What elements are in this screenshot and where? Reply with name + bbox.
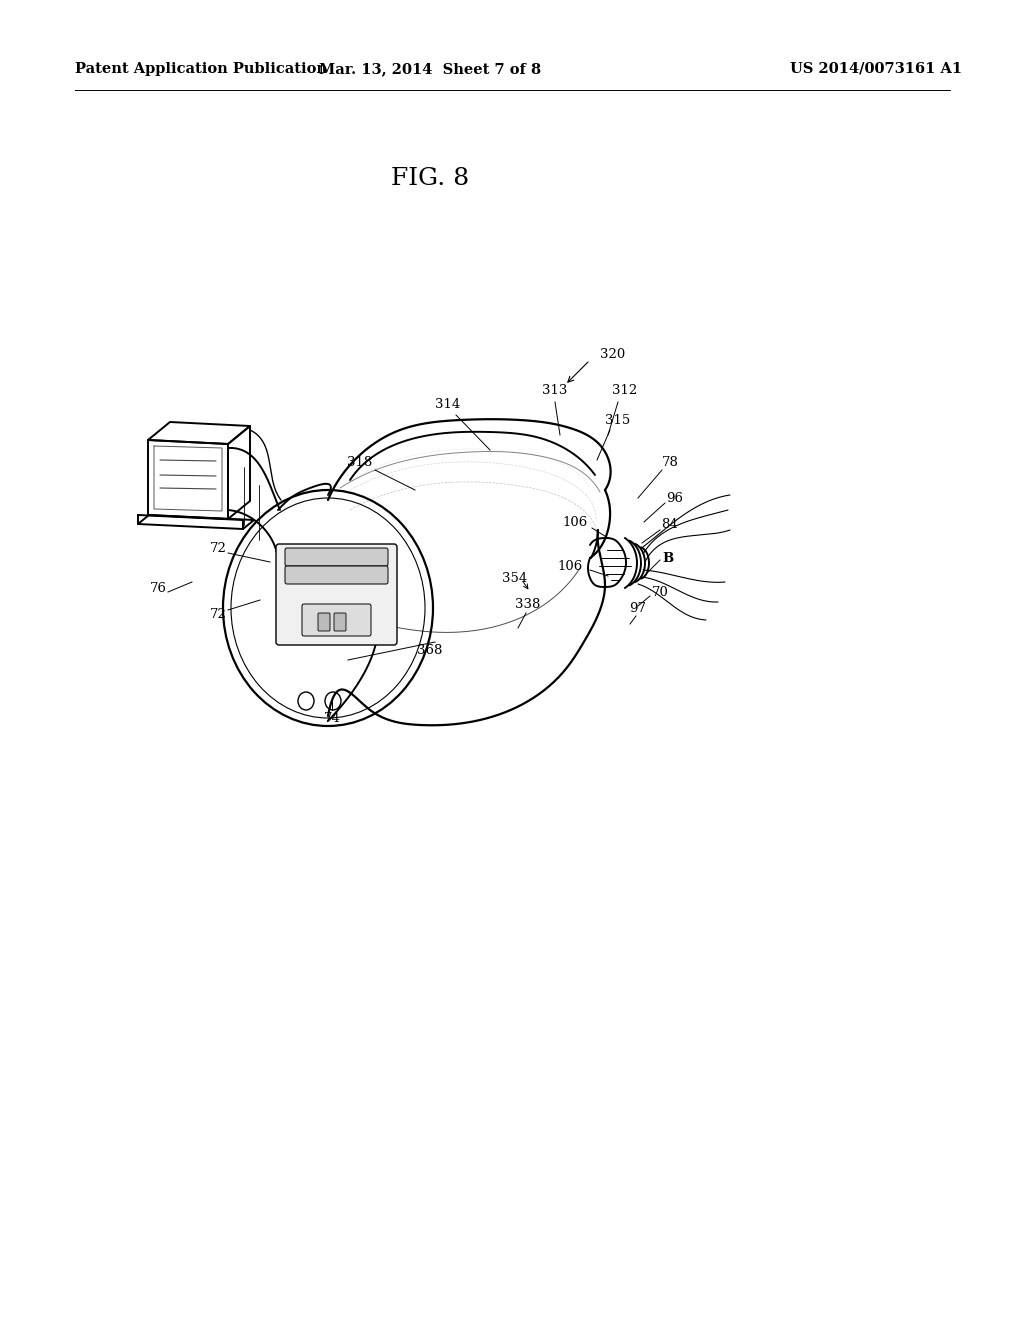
FancyBboxPatch shape bbox=[276, 544, 397, 645]
FancyBboxPatch shape bbox=[318, 612, 330, 631]
FancyBboxPatch shape bbox=[334, 612, 346, 631]
Text: 318: 318 bbox=[347, 455, 373, 469]
Text: 96: 96 bbox=[667, 491, 683, 504]
Text: 70: 70 bbox=[651, 586, 669, 598]
Text: 338: 338 bbox=[515, 598, 541, 611]
Text: 84: 84 bbox=[662, 519, 678, 532]
Text: 368: 368 bbox=[418, 644, 442, 656]
Text: 74: 74 bbox=[324, 711, 340, 725]
FancyBboxPatch shape bbox=[302, 605, 371, 636]
Text: 312: 312 bbox=[612, 384, 638, 396]
Text: 315: 315 bbox=[605, 413, 631, 426]
FancyBboxPatch shape bbox=[285, 548, 388, 566]
Text: 106: 106 bbox=[557, 560, 583, 573]
Text: 354: 354 bbox=[503, 572, 527, 585]
Text: 72: 72 bbox=[210, 609, 226, 622]
Text: 314: 314 bbox=[435, 399, 461, 412]
Text: FIG. 8: FIG. 8 bbox=[391, 166, 469, 190]
Text: 313: 313 bbox=[543, 384, 567, 396]
Text: Mar. 13, 2014  Sheet 7 of 8: Mar. 13, 2014 Sheet 7 of 8 bbox=[318, 62, 541, 77]
Text: 106: 106 bbox=[562, 516, 588, 528]
Text: Patent Application Publication: Patent Application Publication bbox=[75, 62, 327, 77]
Text: 97: 97 bbox=[630, 602, 646, 615]
Text: US 2014/0073161 A1: US 2014/0073161 A1 bbox=[790, 62, 963, 77]
Text: 78: 78 bbox=[662, 457, 679, 470]
Text: B: B bbox=[663, 552, 674, 565]
Text: 76: 76 bbox=[150, 582, 167, 594]
Text: 72: 72 bbox=[210, 541, 226, 554]
FancyBboxPatch shape bbox=[285, 566, 388, 583]
Text: 320: 320 bbox=[600, 348, 626, 362]
